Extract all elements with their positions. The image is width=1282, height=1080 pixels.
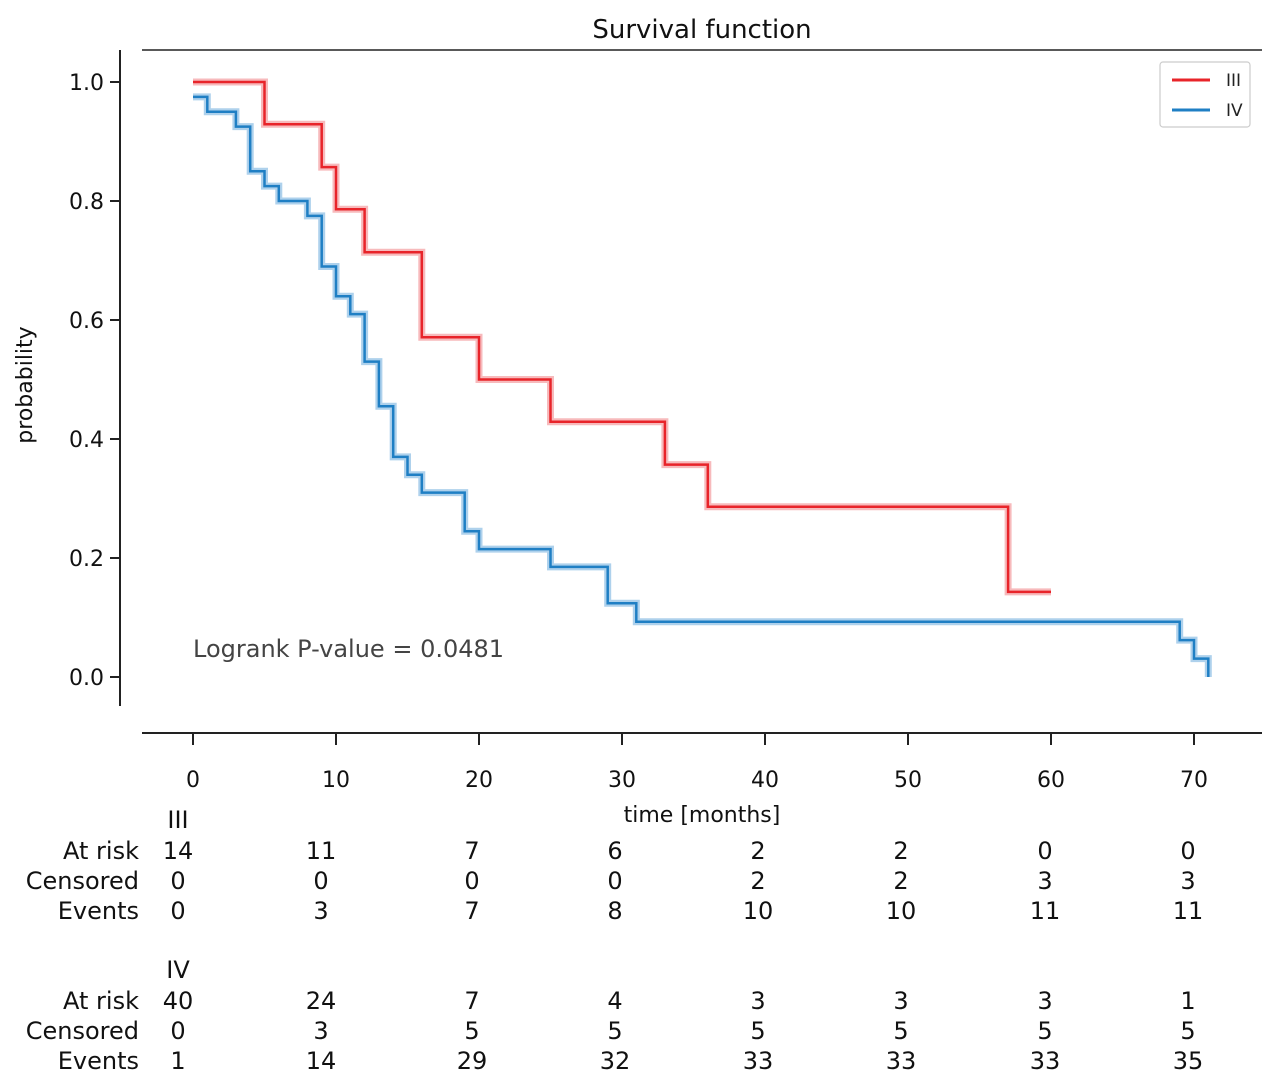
risk-cell: 0 xyxy=(170,897,185,925)
risk-cell: 5 xyxy=(1037,1017,1052,1045)
risk-cell: 35 xyxy=(1173,1047,1204,1075)
risk-cell: 4 xyxy=(607,987,622,1015)
x-tick-label: 50 xyxy=(894,768,922,793)
legend-label-IV: IV xyxy=(1226,101,1243,121)
risk-cell: 3 xyxy=(313,897,328,925)
y-tick-label: 1.0 xyxy=(69,71,104,96)
y-tick-label: 0.4 xyxy=(69,428,104,453)
risk-cell: 11 xyxy=(1173,897,1204,925)
y-tick-label: 0.2 xyxy=(69,547,104,572)
risk-cell: 3 xyxy=(313,1017,328,1045)
risk-cell: 14 xyxy=(306,1047,337,1075)
x-tick-label: 70 xyxy=(1180,768,1208,793)
risk-cell: 0 xyxy=(1037,837,1052,865)
y-axis-label: probability xyxy=(13,326,38,443)
y-tick-label: 0.0 xyxy=(69,666,104,691)
x-tick-label: 60 xyxy=(1037,768,1065,793)
risk-cell: 3 xyxy=(1180,867,1195,895)
risk-row-label: Censored xyxy=(26,867,139,895)
risk-cell: 5 xyxy=(750,1017,765,1045)
risk-cell: 7 xyxy=(464,897,479,925)
risk-cell: 5 xyxy=(607,1017,622,1045)
risk-cell: 32 xyxy=(600,1047,631,1075)
risk-row-label: Events xyxy=(58,1047,139,1075)
legend: III IV xyxy=(1159,61,1251,128)
risk-group-label-III: III xyxy=(167,806,188,834)
risk-cell: 2 xyxy=(750,837,765,865)
risk-cell: 7 xyxy=(464,837,479,865)
risk-cell: 24 xyxy=(306,987,337,1015)
risk-cell: 0 xyxy=(170,1017,185,1045)
risk-cell: 5 xyxy=(464,1017,479,1045)
risk-cell: 29 xyxy=(457,1047,488,1075)
y-axis-ticks: 0.0 0.2 0.4 0.6 0.8 1.0 xyxy=(69,71,120,691)
x-axis-ticks: 0 10 20 30 40 50 60 70 xyxy=(186,733,1208,793)
risk-cell: 3 xyxy=(893,987,908,1015)
logrank-annotation: Logrank P-value = 0.0481 xyxy=(193,635,504,663)
risk-row-label: Events xyxy=(58,897,139,925)
risk-cell: 3 xyxy=(1037,987,1052,1015)
risk-cell: 40 xyxy=(163,987,194,1015)
y-tick-label: 0.6 xyxy=(69,309,104,334)
risk-cell: 10 xyxy=(743,897,774,925)
y-tick-label: 0.8 xyxy=(69,190,104,215)
risk-cell: 5 xyxy=(1180,1017,1195,1045)
risk-cell: 33 xyxy=(743,1047,774,1075)
chart-title: Survival function xyxy=(592,15,811,45)
risk-cell: 3 xyxy=(1037,867,1052,895)
risk-cell: 11 xyxy=(1030,897,1061,925)
risk-cell: 33 xyxy=(1030,1047,1061,1075)
risk-row-label: Censored xyxy=(26,1017,139,1045)
x-tick-label: 40 xyxy=(751,768,779,793)
risk-cell: 8 xyxy=(607,897,622,925)
legend-label-III: III xyxy=(1226,71,1241,91)
risk-cell: 14 xyxy=(163,837,194,865)
risk-cell: 6 xyxy=(607,837,622,865)
series-line-III xyxy=(193,80,1051,594)
series-line-IV xyxy=(193,95,1210,677)
risk-cell: 2 xyxy=(893,867,908,895)
risk-row-label: At risk xyxy=(63,837,139,865)
risk-cell: 2 xyxy=(750,867,765,895)
risk-cell: 0 xyxy=(313,867,328,895)
x-tick-label: 0 xyxy=(186,768,200,793)
x-tick-label: 30 xyxy=(608,768,636,793)
risk-cell: 5 xyxy=(893,1017,908,1045)
risk-cell: 0 xyxy=(607,867,622,895)
risk-cell: 0 xyxy=(170,867,185,895)
risk-cell: 10 xyxy=(886,897,917,925)
risk-cell: 1 xyxy=(170,1047,185,1075)
risk-cell: 7 xyxy=(464,987,479,1015)
risk-cell: 1 xyxy=(1180,987,1195,1015)
risk-cell: 33 xyxy=(886,1047,917,1075)
risk-row-label: At risk xyxy=(63,987,139,1015)
series-band-IV xyxy=(193,93,1212,677)
x-axis-label: time [months] xyxy=(624,803,781,828)
risk-cell: 11 xyxy=(306,837,337,865)
series-layer xyxy=(193,78,1212,677)
risk-group-label-IV: IV xyxy=(166,956,190,984)
risk-cell: 0 xyxy=(1180,837,1195,865)
risk-cell: 3 xyxy=(750,987,765,1015)
risk-cell: 2 xyxy=(893,837,908,865)
risk-cell: 0 xyxy=(464,867,479,895)
x-tick-label: 20 xyxy=(465,768,493,793)
plot-axes xyxy=(119,49,1262,734)
x-tick-label: 10 xyxy=(322,768,350,793)
